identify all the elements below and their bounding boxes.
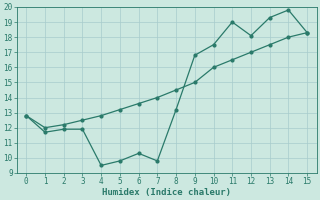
X-axis label: Humidex (Indice chaleur): Humidex (Indice chaleur) (102, 188, 231, 197)
